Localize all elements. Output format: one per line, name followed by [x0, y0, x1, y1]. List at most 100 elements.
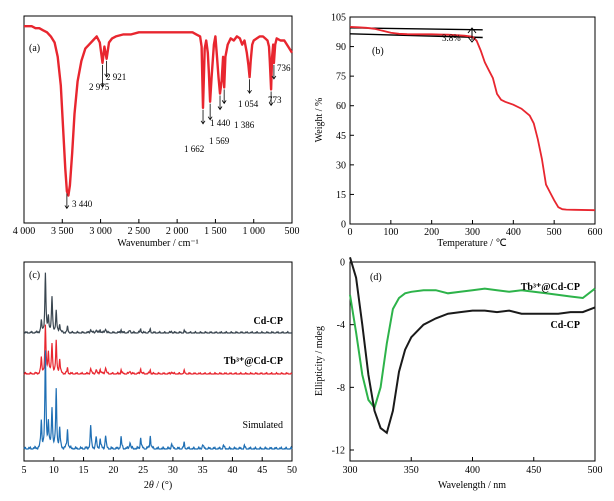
- panel-b-label: (b): [372, 46, 384, 57]
- panel-c-x-tick-label: 20: [108, 465, 118, 476]
- panel-b-tga-curve: [349, 26, 596, 212]
- panel-b-plot-frame: [349, 16, 596, 225]
- panel-d-y-axis-label: Ellipticity / mdeg: [314, 326, 325, 396]
- panel-d-x-tick-label: 350: [404, 465, 419, 476]
- panel-c: (c) 5 10 15 20 25 30 35 40 45 50 Cd-CP Tb³⁺@Cd-CP…: [22, 261, 297, 491]
- panel-b-y-tick-label: 75: [336, 72, 346, 83]
- panel-b-x-tick-label: 600: [588, 227, 603, 238]
- panel-b-y-tick-label: 90: [336, 42, 346, 53]
- panel-b-x-tick-label: 200: [424, 227, 439, 238]
- panel-c-x-tick-label: 5: [22, 465, 27, 476]
- panel-a-x-tick-label: 3 500: [51, 226, 74, 237]
- panel-a-peak-arrowhead: [64, 205, 70, 210]
- panel-b-y-tick-label: 60: [336, 101, 346, 112]
- panel-c-x-tick-label: 30: [168, 465, 178, 476]
- panel-d-x-tick-label: 300: [343, 465, 358, 476]
- panel-c-plot-frame: [23, 261, 293, 462]
- panel-d-y-tick-label: 0: [340, 258, 345, 269]
- panel-b-x-tick-label: 400: [506, 227, 521, 238]
- panel-c-x-axis-label: 2θ / (°): [144, 480, 172, 491]
- panel-d-y-tick-label: -12: [332, 446, 345, 457]
- panel-a-peak-arrowhead: [271, 75, 277, 80]
- panel-c-x-tick-label: 35: [198, 465, 208, 476]
- panel-b-y-tick-label: 45: [336, 131, 346, 142]
- panel-b-y-tick-label: 15: [336, 190, 346, 201]
- panel-b-y-axis-label: Weight / %: [314, 98, 325, 143]
- panel-a-peak-arrowhead: [221, 100, 227, 105]
- weight-loss-arrowhead-bottom: [467, 36, 477, 43]
- panel-d-series-label-cd-cp: Cd-CP: [551, 320, 580, 331]
- panel-a-x-tick-label: 2 000: [166, 226, 189, 237]
- panel-b-axis-ticks: 0 100 200 300 400 500 600 0 15 30 45 60 75 90 105: [331, 13, 603, 239]
- panel-b-x-tick-label: 300: [465, 227, 480, 238]
- panel-c-x-tick-label: 10: [49, 465, 59, 476]
- panel-d-x-axis-label: Wavelength / nm: [438, 480, 506, 491]
- panel-d-x-tick-label: 500: [588, 465, 603, 476]
- panel-b-x-tick-label: 500: [547, 227, 562, 238]
- panel-a-peak-arrowhead: [104, 73, 109, 78]
- annotation-1054: 1 054: [238, 99, 259, 109]
- panel-d-x-tick-label: 400: [465, 465, 480, 476]
- annotation-773: 773: [268, 95, 282, 105]
- annotation-2975: 2 975: [89, 82, 110, 92]
- panel-a-peak-arrowhead: [217, 106, 223, 111]
- annotation-1569: 1 569: [209, 136, 230, 146]
- panel-a-x-axis-label: Wavenumber / cm⁻¹: [117, 238, 198, 249]
- panel-a-peak-arrowhead: [207, 116, 213, 121]
- panel-a-x-tick-label: 1 000: [242, 226, 265, 237]
- weight-loss-arrowhead-top: [467, 27, 477, 34]
- panel-c-x-tick-label: 45: [257, 465, 267, 476]
- panel-a-x-tick-label: 2 500: [128, 226, 151, 237]
- panel-c-tb-cd-cp-pattern: [23, 324, 293, 375]
- panel-a-x-tick-label: 500: [285, 226, 300, 237]
- annotation-weight-loss: 3.8%: [442, 33, 461, 43]
- panel-b-baseline: [349, 33, 483, 39]
- panel-a: (a) 4 000 3 500 3 000 2 500 2 000 1 500 1 000 5…: [13, 15, 300, 249]
- panel-b-x-tick-label: 0: [348, 227, 353, 238]
- annotation-1662: 1 662: [184, 144, 204, 154]
- panel-c-label: (c): [29, 270, 40, 281]
- panel-d: (d) 300 350 400 450 500 0 -4 -8 -12 Tb³⁺@Cd-CP C…: [314, 257, 603, 491]
- panel-a-label: (a): [29, 43, 40, 54]
- panel-b-y-tick-label: 30: [336, 160, 346, 171]
- annotation-1440: 1 440: [210, 118, 231, 128]
- panel-b-y-tick-label: 105: [331, 13, 346, 24]
- panel-a-x-ticks: 4 000 3 500 3 000 2 500 2 000 1 500 1 000 500: [13, 219, 300, 237]
- panel-b-y-tick-label: 0: [341, 220, 346, 231]
- panel-d-label: (d): [370, 272, 382, 283]
- panel-d-tb-cd-cp-cd-spectrum: [349, 287, 596, 410]
- panel-a-x-tick-label: 1 500: [204, 226, 227, 237]
- panel-c-series-label-simulated: Simulated: [242, 420, 283, 431]
- panel-b-x-axis-label: Temperature / ℃: [437, 238, 506, 249]
- panel-c-series-label-tb-cd-cp: Tb³⁺@Cd-CP: [224, 356, 283, 367]
- panel-a-plot-frame: [23, 15, 293, 224]
- annotation-2921: 2 921: [106, 72, 126, 82]
- panel-a-peak-arrows: [64, 60, 277, 210]
- panel-c-series-label-cd-cp: Cd-CP: [254, 316, 283, 327]
- panel-a-peak-arrowhead: [268, 102, 274, 107]
- panel-c-simulated-pattern: [23, 350, 293, 450]
- panel-d-axis-ticks: 300 350 400 450 500 0 -4 -8 -12: [332, 258, 603, 477]
- panel-c-x-ticks: 5 10 15 20 25 30 35 40 45 50: [22, 457, 297, 476]
- panel-c-x-tick-label: 50: [287, 465, 297, 476]
- annotation-736: 736: [277, 63, 291, 73]
- panel-d-y-tick-label: -8: [337, 383, 345, 394]
- panel-c-cd-cp-pattern: [24, 272, 292, 334]
- panel-a-peak-arrowhead: [100, 83, 105, 88]
- panel-c-x-tick-label: 15: [79, 465, 89, 476]
- panel-a-peak-arrowhead: [247, 89, 252, 94]
- panel-a-ir-spectrum-line: [24, 25, 294, 197]
- panel-d-cd-cp-cd-spectrum: [349, 257, 596, 435]
- panel-b: (b) 0 100 200 300 400 500 6000153045607590105 …: [314, 13, 603, 250]
- panel-c-x-tick-label: 25: [138, 465, 148, 476]
- panel-c-x-tick-label: 40: [227, 465, 237, 476]
- annotation-1386: 1 386: [234, 120, 255, 130]
- panel-d-y-tick-label: -4: [337, 320, 345, 331]
- panel-a-peak-arrowhead: [200, 120, 206, 125]
- annotation-3440: 3 440: [72, 199, 93, 209]
- panel-d-series-label-tb-cd-cp: Tb³⁺@Cd-CP: [521, 282, 580, 293]
- panel-b-x-tick-label: 100: [383, 227, 398, 238]
- panel-a-x-tick-label: 4 000: [13, 226, 36, 237]
- panel-a-x-tick-label: 3 000: [89, 226, 112, 237]
